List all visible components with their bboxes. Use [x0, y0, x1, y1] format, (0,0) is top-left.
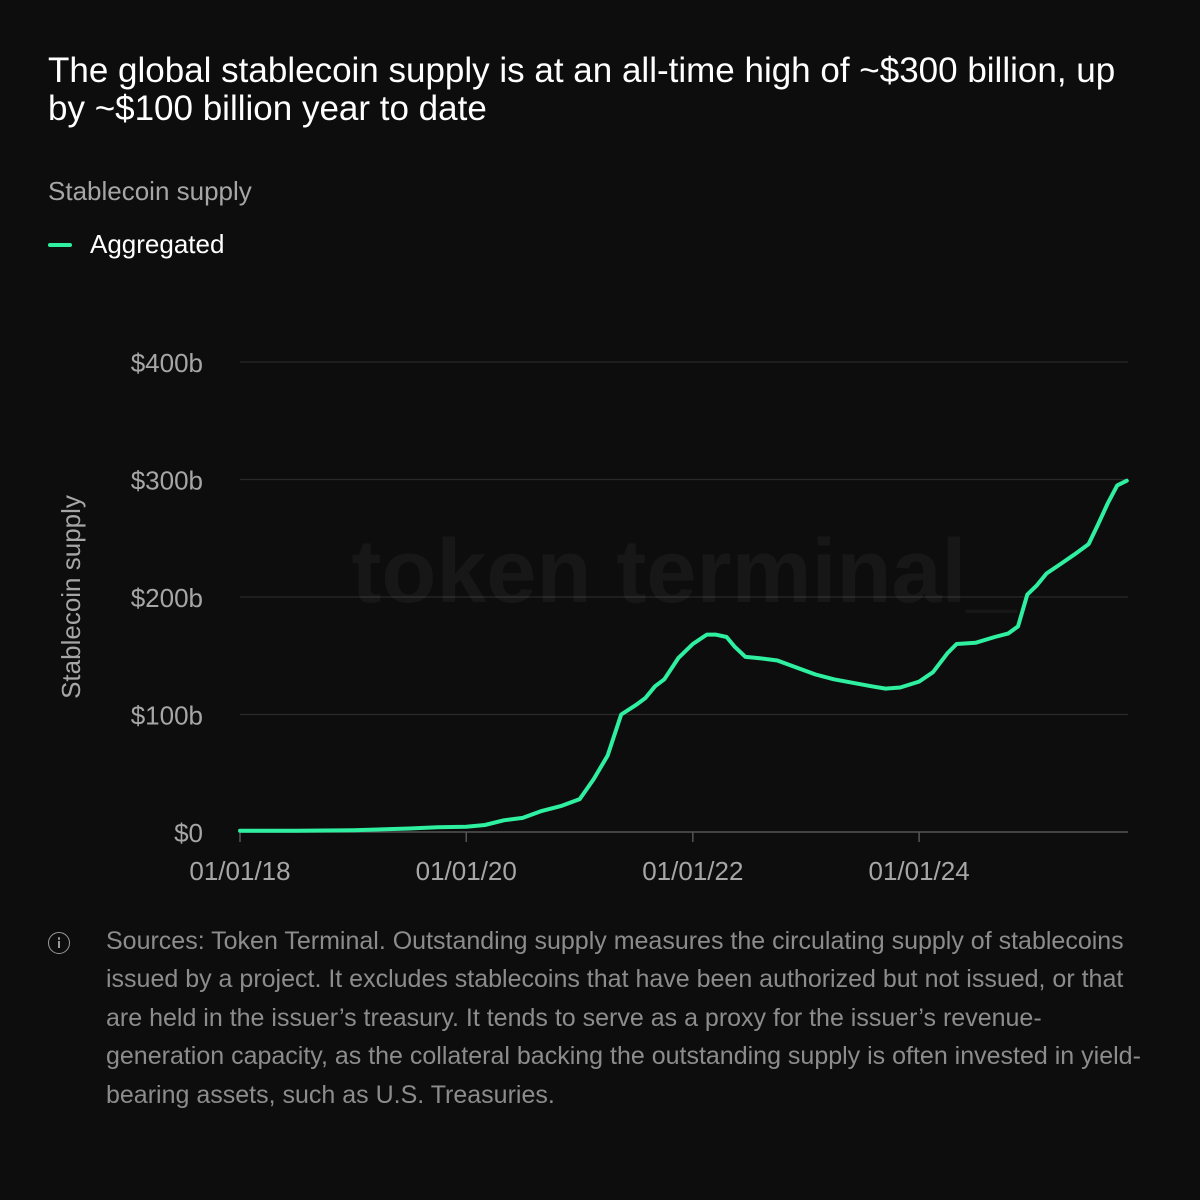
x-tick-labels: 01/01/18 01/01/20 01/01/22 01/01/24 [189, 856, 969, 886]
series-line-aggregated [238, 478, 1129, 833]
y-tick-labels: $0 $100b $200b $300b $400b [131, 348, 203, 848]
chart-title: The global stablecoin supply is at an al… [48, 51, 1116, 128]
watermark: token terminal_ [351, 522, 1017, 622]
grid-lines [239, 361, 1128, 842]
info-icon [48, 932, 70, 954]
x-tick-label: 01/01/20 [416, 856, 517, 886]
x-tick-label: 01/01/24 [868, 856, 969, 886]
footnote-text: Sources: Token Terminal. Outstanding sup… [106, 927, 1141, 1109]
footnote: Sources: Token Terminal. Outstanding sup… [48, 922, 1158, 1114]
legend-swatch-aggregated [48, 242, 72, 247]
legend-label-aggregated: Aggregated [90, 229, 225, 259]
y-tick-label: $0 [174, 818, 203, 848]
y-tick-label: $200b [131, 583, 203, 613]
y-tick-label: $400b [131, 348, 203, 378]
y-axis-label: Stablecoin supply [56, 495, 86, 699]
line-chart: token terminal_ $0 $100b $200b $300b $400b 0… [56, 348, 1129, 886]
x-tick-label: 01/01/22 [642, 856, 743, 886]
chart-subtitle: Stablecoin supply [48, 176, 252, 206]
y-tick-label: $300b [131, 466, 203, 496]
y-tick-label: $100b [131, 701, 203, 731]
legend: Aggregated [48, 229, 224, 260]
x-tick-label: 01/01/18 [189, 856, 290, 886]
